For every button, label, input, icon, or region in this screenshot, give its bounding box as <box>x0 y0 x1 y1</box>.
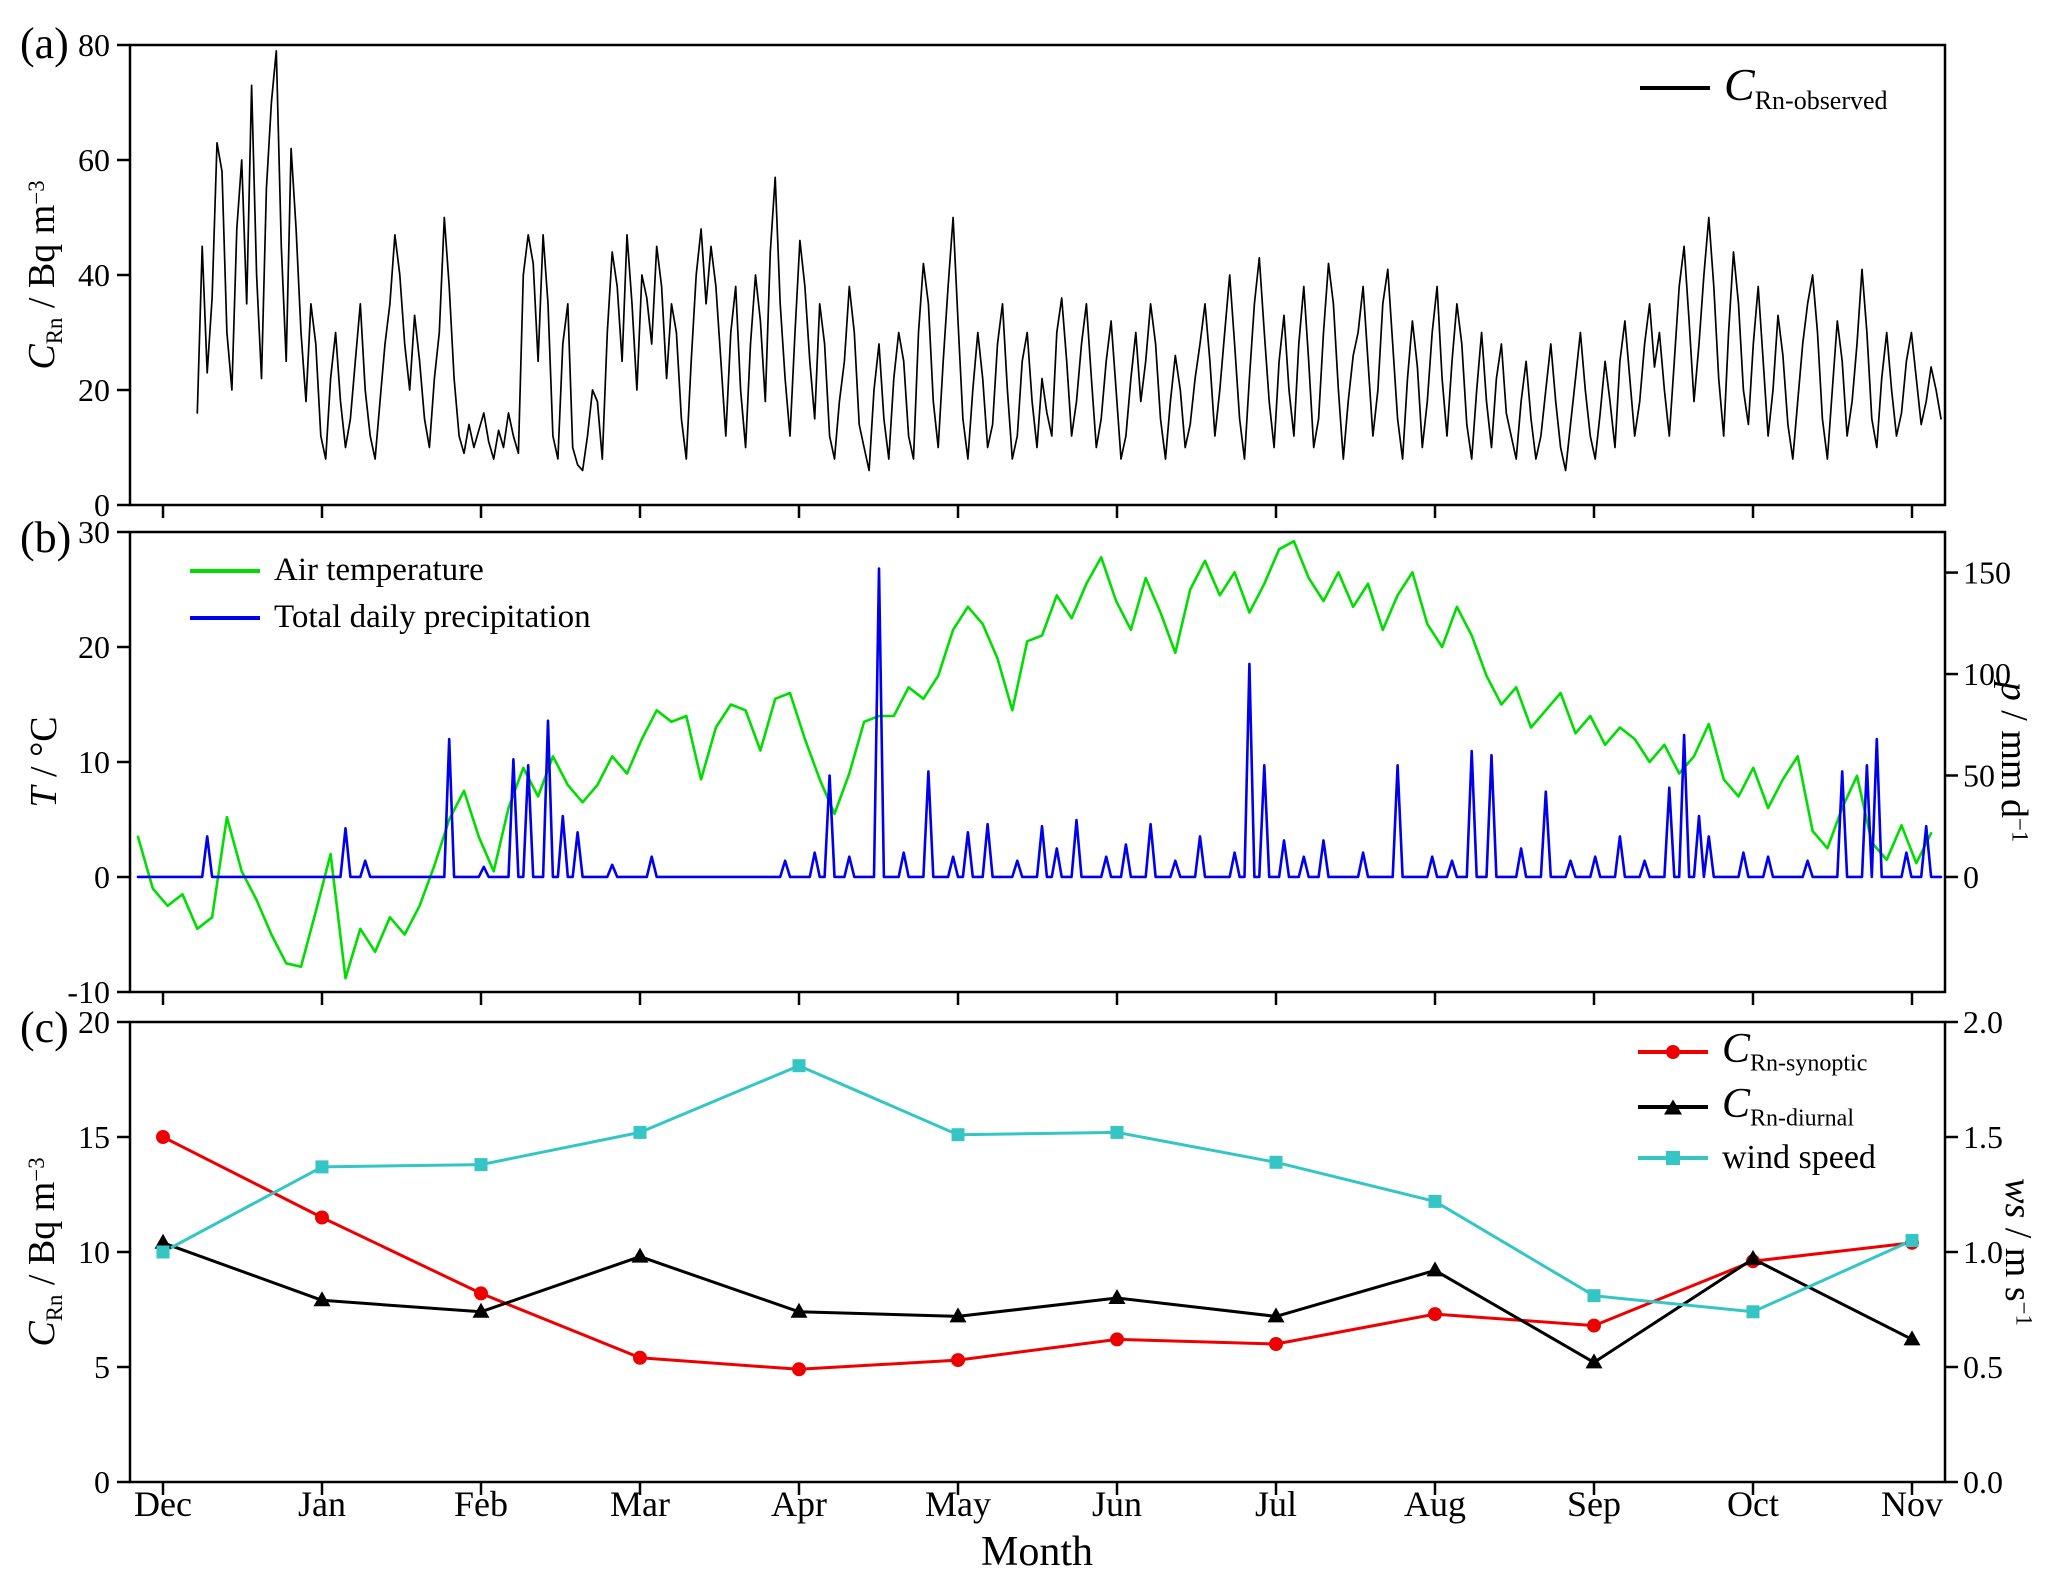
axis-title-units: / Bq m <box>21 204 64 318</box>
axis-title-exponent: −3 <box>23 1157 49 1182</box>
svg-text:Oct: Oct <box>1727 1484 1779 1524</box>
svg-text:40: 40 <box>78 257 110 293</box>
svg-text:Sep: Sep <box>1567 1484 1621 1524</box>
svg-text:Nov: Nov <box>1881 1484 1943 1524</box>
svg-text:0.5: 0.5 <box>1963 1349 2003 1385</box>
svg-text:Jan: Jan <box>298 1484 346 1524</box>
axis-title-exponent: −3 <box>23 180 49 205</box>
axis-title-units: / °C <box>23 716 65 787</box>
panel-a-label: (a) <box>20 19 69 68</box>
svg-text:15: 15 <box>78 1119 110 1155</box>
svg-text:Mar: Mar <box>610 1484 670 1524</box>
legend-label: wind speed <box>1722 1138 1876 1176</box>
legend-label: CRn-synoptic <box>1722 1026 1868 1077</box>
panel-b-right-axis-title: p / mm d−1 <box>1992 682 2036 842</box>
wind-line-swatch <box>1638 1147 1708 1169</box>
svg-text:0.0: 0.0 <box>1963 1464 2003 1500</box>
svg-text:100: 100 <box>1963 656 2011 692</box>
legend-item-wind-speed: wind speed <box>1638 1139 1876 1177</box>
svg-text:20: 20 <box>78 1004 110 1040</box>
legend-item-diurnal: CRn-diurnal <box>1638 1081 1876 1132</box>
svg-text:1.0: 1.0 <box>1963 1234 2003 1270</box>
axis-title-exponent: −1 <box>2007 817 2033 843</box>
axis-title-units: / mm d <box>1993 700 2035 818</box>
svg-text:20: 20 <box>78 629 110 665</box>
svg-text:10: 10 <box>78 744 110 780</box>
svg-text:5: 5 <box>94 1349 110 1385</box>
temperature-line-swatch <box>190 560 260 582</box>
svg-text:50: 50 <box>1963 757 1995 793</box>
legend-label: Total daily precipitation <box>274 599 591 635</box>
axis-title-symbol: ws <box>1997 1178 2039 1219</box>
svg-text:Jun: Jun <box>1092 1484 1142 1524</box>
legend-item-synoptic: CRn-synoptic <box>1638 1028 1876 1075</box>
svg-text:0: 0 <box>1963 859 1979 895</box>
axis-title-symbol: p <box>1993 681 2035 701</box>
panel-b-legend: Air temperature Total daily precipitatio… <box>190 552 591 636</box>
axis-title-subscript: Rn <box>41 1294 67 1322</box>
legend-item-precipitation: Total daily precipitation <box>190 599 591 636</box>
svg-text:1.5: 1.5 <box>1963 1119 2003 1155</box>
svg-text:80: 80 <box>78 27 110 63</box>
svg-text:30: 30 <box>78 514 110 550</box>
axis-title-units: / Bq m <box>21 1181 64 1295</box>
svg-text:0: 0 <box>94 487 110 523</box>
svg-text:Aug: Aug <box>1404 1484 1466 1524</box>
panel-c-label: (c) <box>20 1003 69 1052</box>
precipitation-line-swatch <box>190 607 260 629</box>
panel-c-right-axis-title: ws / m s−1 <box>1996 1178 2040 1326</box>
svg-text:-10: -10 <box>67 974 110 1010</box>
panel-c-legend: CRn-synoptic CRn-diurnal wind speed <box>1638 1028 1876 1177</box>
legend-label: CRn-observed <box>1724 59 1888 116</box>
svg-text:150: 150 <box>1963 555 2011 591</box>
square-marker-icon <box>1666 1150 1680 1165</box>
triangle-marker-icon <box>1664 1099 1682 1115</box>
axis-title-units: / m s <box>1997 1218 2039 1302</box>
observed-line-swatch <box>1640 77 1710 99</box>
svg-text:20: 20 <box>78 372 110 408</box>
circle-marker-icon <box>1666 1044 1680 1059</box>
axis-title-exponent: −1 <box>2011 1301 2037 1326</box>
svg-text:2.0: 2.0 <box>1963 1004 2003 1040</box>
x-axis-title: Month <box>980 1529 1094 1575</box>
legend-item-observed: CRn-observed <box>1640 62 1888 114</box>
panel-a-y-axis-title: CRn / Bq m−3 <box>20 180 68 369</box>
legend-label: CRn-diurnal <box>1722 1081 1854 1132</box>
svg-text:60: 60 <box>78 142 110 178</box>
panel-b-label: (b) <box>20 513 72 562</box>
svg-text:Apr: Apr <box>771 1484 827 1524</box>
synoptic-line-swatch <box>1638 1041 1708 1063</box>
svg-text:Dec: Dec <box>134 1484 192 1524</box>
svg-text:Jul: Jul <box>1255 1484 1297 1524</box>
axis-title-symbol: C <box>21 344 64 370</box>
legend-label: Air temperature <box>274 552 484 588</box>
legend-item-air-temperature: Air temperature <box>190 552 591 589</box>
panel-c-left-axis-title: CRn / Bq m−3 <box>20 1157 68 1346</box>
axis-title-subscript: Rn <box>41 317 67 345</box>
svg-text:0: 0 <box>94 1464 110 1500</box>
axis-title-symbol: C <box>21 1321 64 1347</box>
svg-text:May: May <box>925 1484 991 1524</box>
svg-text:Feb: Feb <box>454 1484 508 1524</box>
svg-text:0: 0 <box>94 859 110 895</box>
axis-title-symbol: T <box>23 786 65 808</box>
svg-text:10: 10 <box>78 1234 110 1270</box>
panel-b-left-axis-title: T / °C <box>22 716 66 807</box>
panel-a-legend: CRn-observed <box>1640 62 1888 114</box>
diurnal-line-swatch <box>1638 1096 1708 1118</box>
